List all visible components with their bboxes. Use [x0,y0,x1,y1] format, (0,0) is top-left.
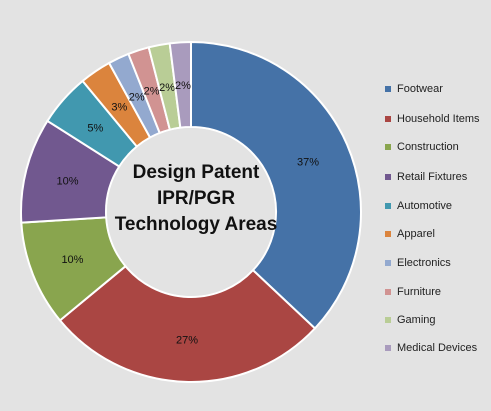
legend-swatch [385,289,391,295]
legend-swatch [385,231,391,237]
data-label-electronics: 2% [129,92,145,104]
legend-item-construction: Construction [385,140,489,154]
chart-title-line-1: Design Patent [132,162,260,183]
data-label-footwear: 37% [297,156,319,168]
donut-hole [107,128,275,296]
data-label-apparel: 3% [111,102,127,114]
legend-label: Footwear [397,83,443,95]
data-label-gaming: 2% [159,82,175,94]
data-label-automotive: 5% [87,123,103,135]
legend-swatch [385,86,391,92]
data-label-medical-devices: 2% [175,80,191,92]
slice-medical-devices [168,40,192,129]
legend-swatch [385,144,391,150]
data-label-furniture: 2% [144,86,160,98]
slice-footwear [190,40,362,330]
chart-title-line-3: Technology Areas [114,214,278,235]
legend-swatch [385,345,391,351]
legend-label: Automotive [397,200,453,212]
legend-swatch [385,260,391,266]
legend-swatch [385,174,391,180]
legend-item-medical-devices: Medical Devices [385,341,489,355]
donut-svg: 37%27%10%10%5%3%2%2% 2% 2% [20,40,362,383]
legend-item-gaming: Gaming [385,313,489,327]
legend-item-automotive: Automotive [385,199,489,213]
data-label-household-items: 27% [176,334,198,346]
legend-swatch [385,317,391,323]
legend-label: Gaming [397,314,436,326]
legend-item-apparel: Apparel [385,227,489,241]
legend-label: Medical Devices [397,342,478,354]
chart-title-line-2: IPR/PGR [156,188,236,209]
legend-swatch [385,203,391,209]
slice-household-items [58,264,317,383]
legend-label: Furniture [397,286,442,298]
data-label-retail-fixtures: 10% [56,175,78,187]
legend-item-electronics: Electronics [385,256,489,270]
legend-swatch [385,116,391,122]
legend-label: Electronics [397,257,451,269]
legend-label: Apparel [397,228,435,240]
legend-item-retail-fixtures: Retail Fixtures [385,170,489,184]
legend-item-household-items: Household Items [385,112,489,126]
legend-item-furniture: Furniture [385,285,489,299]
legend-item-footwear: Footwear [385,82,489,96]
legend-label: Retail Fixtures [397,171,468,183]
data-label-construction: 10% [61,254,83,266]
legend-label: Construction [397,141,459,153]
legend-label: Household Items [397,113,480,125]
chart-title: Design Patent IPR/PGR Technology Areas [108,160,284,238]
